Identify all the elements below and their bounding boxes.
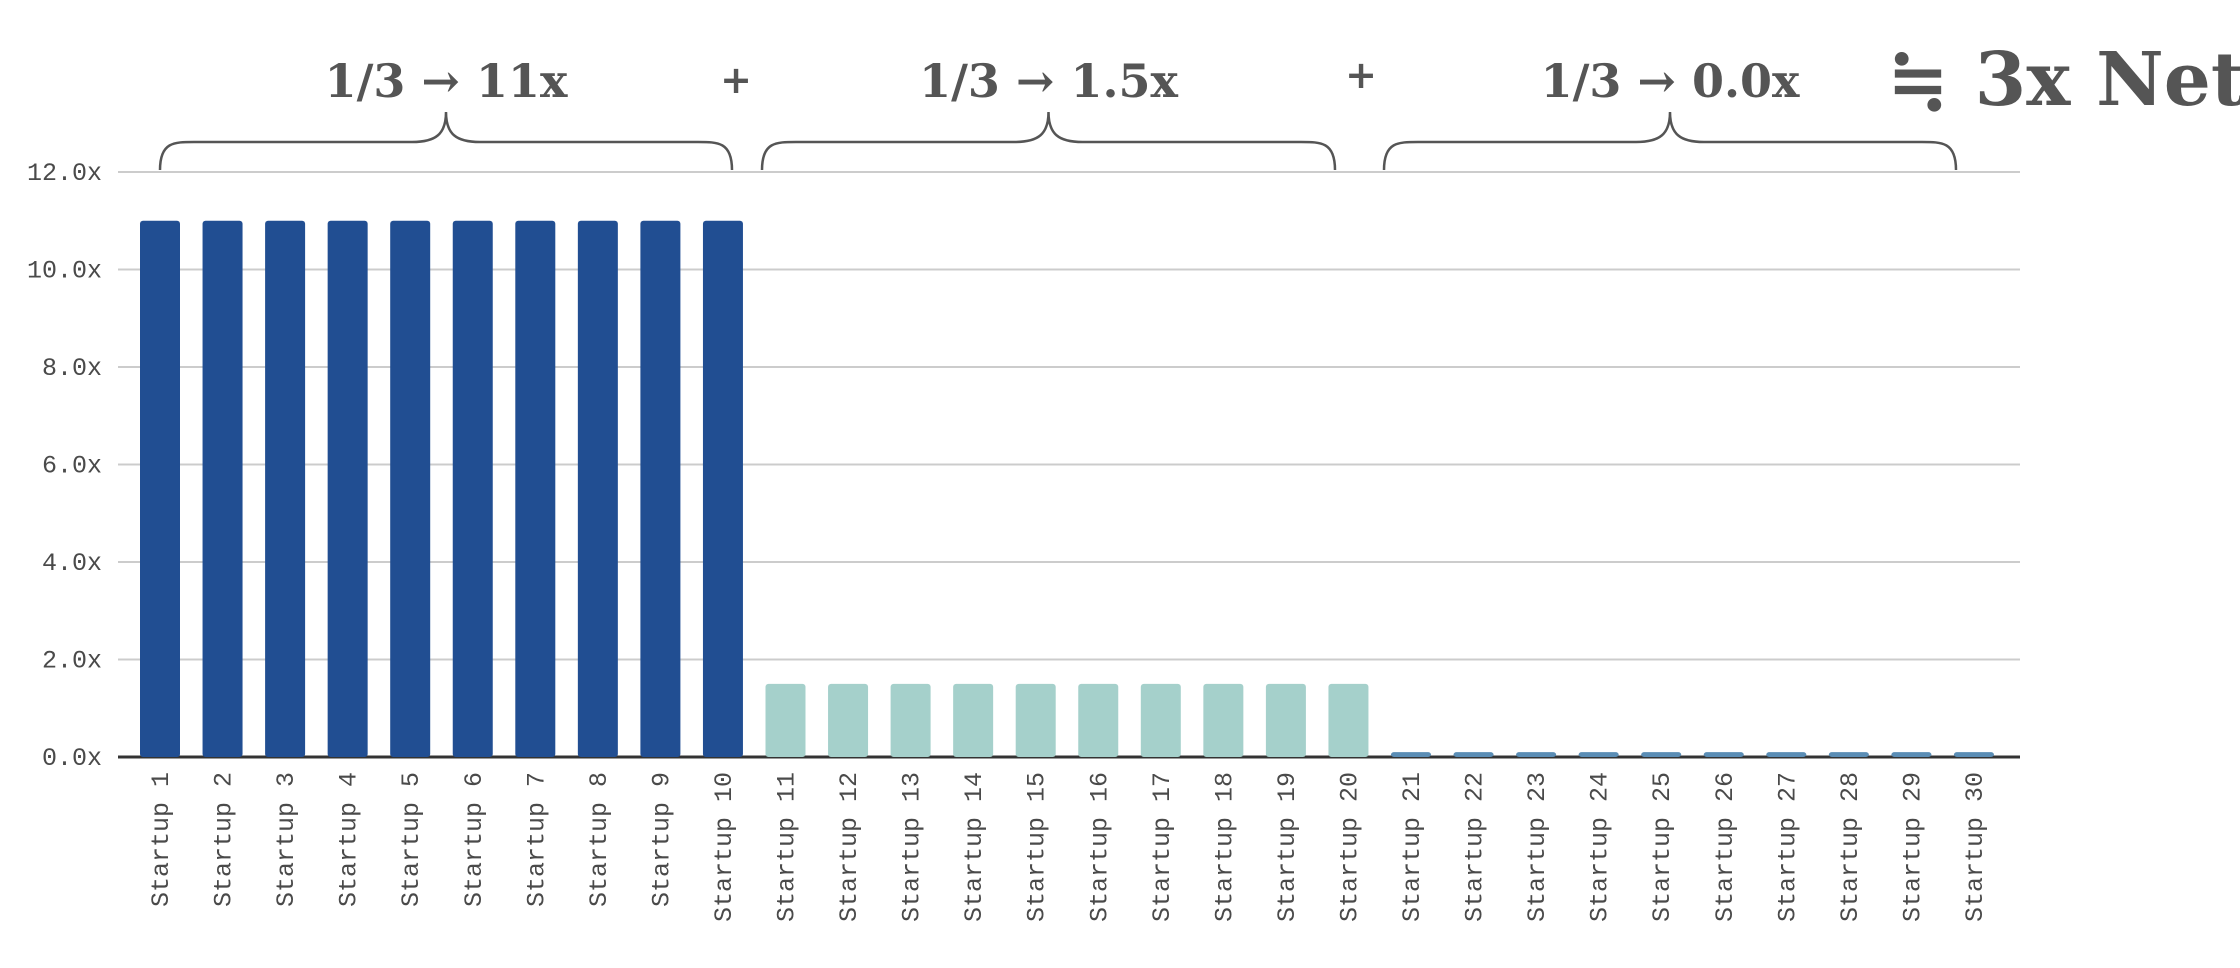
bar [1703,752,1744,757]
bar [1828,752,1869,757]
plus-operator-1: + [720,58,752,102]
x-tick-label: Startup 2 [210,772,239,907]
bar [640,220,681,757]
bar [327,220,368,757]
bar [140,220,180,757]
x-tick-label: Startup 18 [1210,772,1239,922]
group-label-bottom-performers: 1/3 → 0.0x [1541,54,1800,108]
bar [452,220,493,757]
bar [202,220,243,757]
bar [1453,752,1494,757]
bar [1641,752,1682,757]
bar [577,220,618,757]
group-brace [158,111,734,171]
group-brace [1382,111,1958,171]
plus-operator-2: + [1345,53,1377,97]
bar [1891,752,1932,757]
bar [1766,752,1807,757]
labels-layer: 0.0x 2.0x 4.0x 6.0x 8.0x 10.0x 12.0x Startup 1 S… [27,159,1990,922]
net-result-label: ≒ 3x Net [1887,37,2240,123]
bars-layer [140,220,1994,757]
bar [515,220,556,757]
x-tick-label: Startup 19 [1273,772,1302,922]
group-label-middle-performers: 1/3 → 1.5x [919,54,1178,108]
bar [1015,683,1056,757]
y-tick-label: 10.0x [27,257,102,286]
x-tick-label: Startup 9 [647,772,676,907]
y-tick-label: 0.0x [42,744,102,773]
x-tick-label: Startup 8 [585,772,614,907]
x-tick-label: Startup 25 [1648,772,1677,922]
bar [1578,752,1619,757]
x-tick-label: Startup 6 [460,772,489,907]
x-tick-label: Startup 3 [272,772,301,907]
annotation-layer: 1/3 → 11x 1/3 → 1.5x 1/3 → 0.0x + + ≒ 3x… [158,37,2240,171]
bar [1516,752,1557,757]
x-tick-label: Startup 4 [335,772,364,907]
x-tick-label: Startup 5 [397,772,426,907]
x-tick-label: Startup 1 [147,772,176,907]
x-tick-label: Startup 29 [1898,772,1927,922]
x-tick-label: Startup 28 [1836,772,1865,922]
bar [702,220,743,757]
y-tick-label: 6.0x [42,452,102,481]
x-tick-label: Startup 11 [773,772,802,922]
group-label-top-performers: 1/3 → 11x [325,54,568,108]
bar [1265,683,1306,757]
x-tick-label: Startup 10 [710,772,739,922]
x-tick-label: Startup 30 [1961,772,1990,922]
x-tick-label: Startup 21 [1398,772,1427,922]
bar [890,683,931,757]
bar [1328,683,1369,757]
x-tick-label: Startup 7 [522,772,551,907]
bar [1078,683,1119,757]
bar [765,683,806,757]
bar [265,220,306,757]
x-tick-label: Startup 27 [1773,772,1802,922]
x-tick-label: Startup 22 [1461,772,1490,922]
bar [953,683,994,757]
y-tick-label: 2.0x [42,647,102,676]
y-tick-label: 12.0x [27,159,102,188]
x-tick-label: Startup 26 [1711,772,1740,922]
bar [828,683,869,757]
x-tick-label: Startup 15 [1023,772,1052,922]
bar [1391,752,1431,757]
bar [390,220,431,757]
bar [1140,683,1181,757]
x-tick-label: Startup 23 [1523,772,1552,922]
x-tick-label: Startup 14 [960,772,989,922]
bar [1953,752,1994,757]
x-tick-label: Startup 13 [898,772,927,922]
x-tick-label: Startup 16 [1085,772,1114,922]
x-tick-label: Startup 12 [835,772,864,922]
bar [1203,683,1244,757]
y-tick-label: 4.0x [42,549,102,578]
y-tick-label: 8.0x [42,354,102,383]
x-tick-label: Startup 20 [1335,772,1364,922]
group-brace [760,111,1337,171]
x-tick-label: Startup 24 [1586,772,1615,922]
x-tick-label: Startup 17 [1148,772,1177,922]
grid-layer [118,171,2020,759]
